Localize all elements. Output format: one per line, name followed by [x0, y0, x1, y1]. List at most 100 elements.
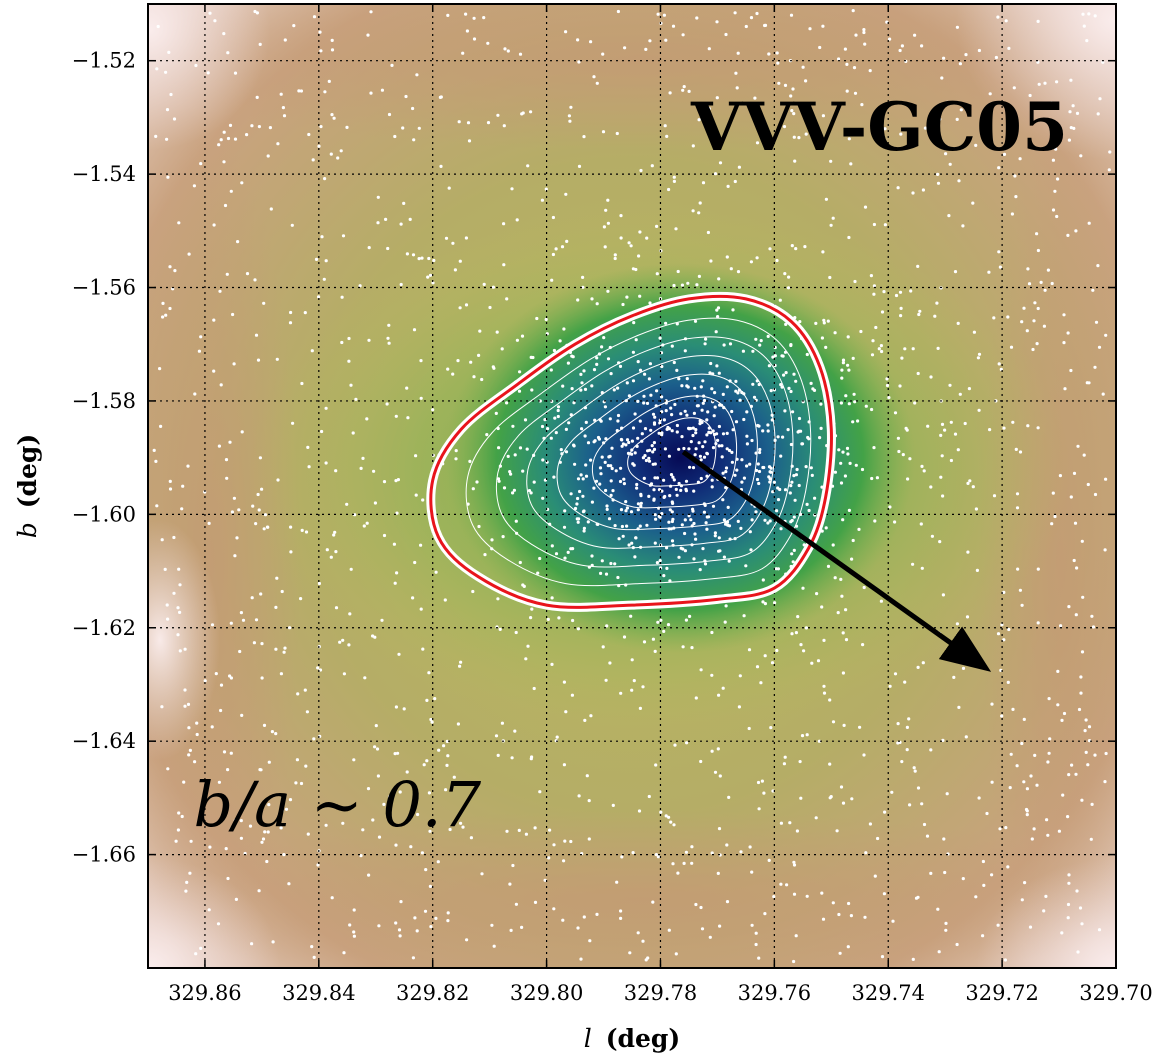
star-point	[456, 722, 460, 726]
star-point	[814, 321, 818, 325]
star-point	[780, 354, 784, 358]
star-point	[511, 863, 515, 868]
star-point	[693, 532, 697, 536]
star-point	[166, 175, 170, 179]
star-point	[736, 270, 741, 274]
star-point	[604, 208, 608, 212]
star-point	[805, 502, 809, 506]
star-point	[578, 489, 582, 494]
star-point	[638, 706, 643, 711]
star-point	[406, 416, 410, 420]
star-point	[777, 81, 781, 85]
star-point	[997, 362, 1001, 366]
star-point	[445, 763, 449, 768]
star-point	[297, 89, 301, 93]
star-point	[982, 883, 986, 888]
star-point	[561, 384, 565, 388]
star-point	[253, 278, 257, 282]
star-point	[282, 853, 286, 857]
star-point	[667, 187, 671, 192]
star-point	[660, 395, 664, 399]
star-point	[590, 554, 594, 558]
star-point	[154, 459, 158, 463]
y-tick-label: −1.52	[72, 49, 136, 73]
star-point	[438, 95, 442, 99]
star-point	[330, 38, 334, 43]
star-point	[658, 418, 662, 422]
star-point	[752, 395, 757, 399]
star-point	[811, 387, 815, 391]
star-point	[376, 195, 380, 199]
star-point	[955, 622, 960, 626]
star-point	[920, 464, 924, 468]
star-point	[948, 162, 952, 166]
star-point	[1103, 780, 1107, 784]
star-point	[847, 508, 852, 512]
star-point	[722, 343, 726, 347]
star-point	[776, 567, 781, 571]
star-point	[178, 610, 182, 615]
star-point	[590, 297, 594, 301]
star-point	[570, 693, 575, 697]
star-point	[156, 24, 160, 29]
star-point	[921, 661, 925, 665]
position-angle-arrow	[681, 449, 992, 672]
star-point	[846, 335, 850, 339]
star-point	[496, 753, 500, 758]
star-point	[1042, 324, 1046, 328]
star-point	[229, 189, 233, 193]
star-point	[992, 316, 996, 320]
star-point	[715, 308, 719, 312]
star-point	[437, 748, 441, 752]
star-point	[940, 76, 944, 80]
star-point	[715, 96, 719, 100]
star-point	[275, 357, 279, 361]
star-point	[941, 494, 945, 498]
star-point	[431, 408, 435, 412]
star-point	[1032, 319, 1036, 323]
star-point	[688, 614, 692, 619]
star-point	[906, 477, 910, 481]
star-point	[352, 758, 356, 762]
star-point	[429, 925, 433, 929]
star-point	[890, 790, 894, 794]
star-point	[758, 343, 762, 347]
star-point	[758, 450, 762, 455]
star-point	[846, 363, 850, 367]
star-point	[314, 257, 319, 261]
star-point	[155, 67, 159, 71]
star-point	[466, 121, 471, 125]
star-point	[629, 614, 633, 618]
star-point	[349, 383, 353, 387]
star-point	[529, 757, 533, 761]
star-point	[680, 435, 684, 439]
star-point	[459, 660, 463, 664]
star-point	[1062, 313, 1066, 317]
star-point	[779, 527, 783, 531]
star-point	[826, 564, 831, 569]
star-point	[1028, 93, 1032, 98]
star-point	[1036, 19, 1040, 23]
star-point	[710, 749, 714, 753]
star-point	[622, 477, 626, 481]
star-point	[659, 618, 663, 622]
star-point	[1108, 150, 1112, 154]
star-point	[727, 559, 731, 563]
star-point	[317, 295, 321, 299]
star-point	[633, 412, 637, 416]
star-point	[279, 92, 283, 96]
star-point	[552, 348, 557, 353]
star-point	[395, 511, 399, 515]
star-point	[533, 900, 538, 905]
star-point	[1035, 232, 1039, 236]
star-point	[787, 386, 791, 390]
star-point	[668, 508, 672, 512]
star-point	[641, 685, 645, 689]
star-point	[257, 889, 261, 893]
star-point	[667, 454, 672, 458]
star-point	[821, 114, 826, 118]
star-point	[929, 871, 933, 876]
star-point	[670, 510, 674, 514]
star-point	[599, 472, 603, 476]
star-point	[173, 269, 177, 273]
